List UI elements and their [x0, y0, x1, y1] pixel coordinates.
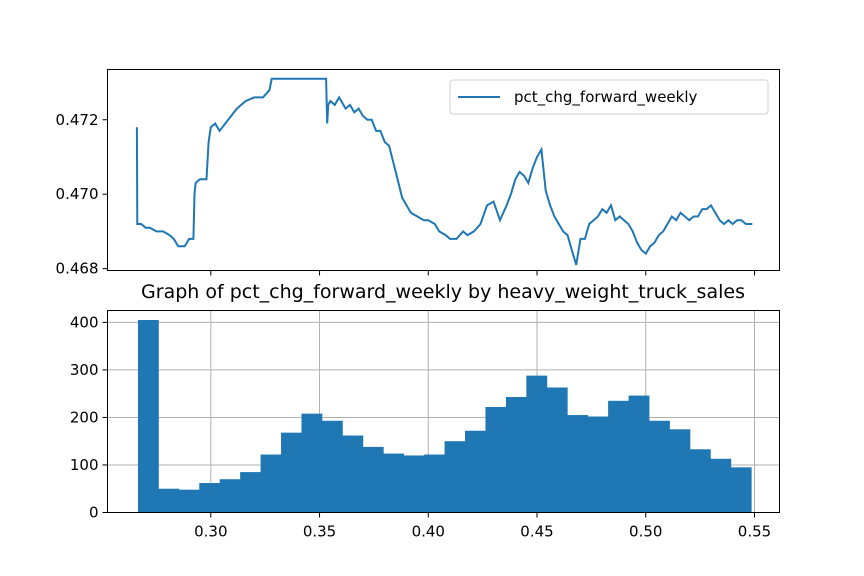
histogram-bar	[158, 488, 180, 513]
histogram-bar	[281, 432, 302, 513]
line-y-tick-label: 0.468	[56, 260, 99, 278]
line-plot-frame	[107, 69, 780, 271]
line-y-ticks: 0.468 0.470 0.472	[56, 111, 108, 278]
histogram-bar	[240, 472, 262, 513]
histogram-bar	[403, 455, 425, 513]
histogram-bar	[567, 415, 589, 513]
histogram-bar	[505, 397, 527, 513]
histogram-y-tick-label: 200	[70, 408, 99, 426]
histogram-bar	[219, 479, 241, 513]
histogram-bar	[301, 413, 323, 513]
histogram-x-tick-label: 0.35	[303, 523, 336, 541]
histogram-bar	[465, 430, 486, 513]
histogram-x-tick-label: 0.45	[520, 523, 553, 541]
line-y-tick-label: 0.472	[56, 111, 99, 129]
histogram-x-tick-label: 0.40	[412, 523, 445, 541]
legend: pct_chg_forward_weekly	[449, 79, 769, 115]
histogram-bar	[587, 416, 609, 513]
histogram-bar	[137, 320, 159, 513]
histogram-bar	[342, 435, 364, 513]
line-series-pct-chg-forward-weekly	[135, 77, 753, 266]
histogram-bar	[546, 387, 568, 513]
histogram-bar	[669, 429, 691, 513]
legend-label: pct_chg_forward_weekly	[514, 88, 698, 107]
histogram-y-tick-label: 100	[70, 456, 99, 474]
histogram-bar	[178, 489, 200, 513]
histogram-y-tick-label: 400	[70, 313, 99, 331]
histogram-title: Graph of pct_chg_forward_weekly by heavy…	[141, 281, 745, 303]
histogram-bar	[260, 454, 282, 513]
line-y-tick-label: 0.470	[56, 185, 99, 203]
histogram-bar	[199, 483, 221, 513]
line-x-ticks	[210, 270, 755, 276]
histogram-bar	[628, 395, 650, 513]
legend-box	[449, 79, 769, 115]
histogram-chart: Graph of pct_chg_forward_weekly by heavy…	[70, 281, 780, 541]
histogram-bar	[608, 400, 629, 513]
histogram-bar	[689, 449, 711, 513]
histogram-bars	[137, 320, 752, 513]
histogram-x-tick-label: 0.55	[738, 523, 771, 541]
histogram-x-ticks: 0.30 0.35 0.40 0.45 0.50 0.55	[194, 512, 771, 541]
histogram-bar	[710, 458, 732, 513]
histogram-bar	[649, 420, 670, 513]
histogram-plot-frame	[107, 310, 780, 513]
histogram-bar	[383, 453, 405, 513]
histogram-bar	[485, 406, 507, 513]
histogram-x-tick-label: 0.30	[194, 523, 227, 541]
histogram-y-ticks: 0 100 200 300 400	[70, 313, 108, 522]
histogram-bar	[444, 441, 466, 513]
line-chart: 0.468 0.470 0.472 pct_chg_forward_weekly	[56, 69, 780, 278]
histogram-y-tick-label: 300	[70, 361, 99, 379]
histogram-bar	[424, 454, 445, 513]
histogram-y-tick-label: 0	[89, 504, 99, 522]
histogram-bar	[730, 467, 752, 513]
histogram-bar	[362, 446, 384, 513]
histogram-bar	[526, 375, 548, 513]
histogram-bar	[321, 420, 343, 513]
histogram-x-tick-label: 0.50	[629, 523, 662, 541]
